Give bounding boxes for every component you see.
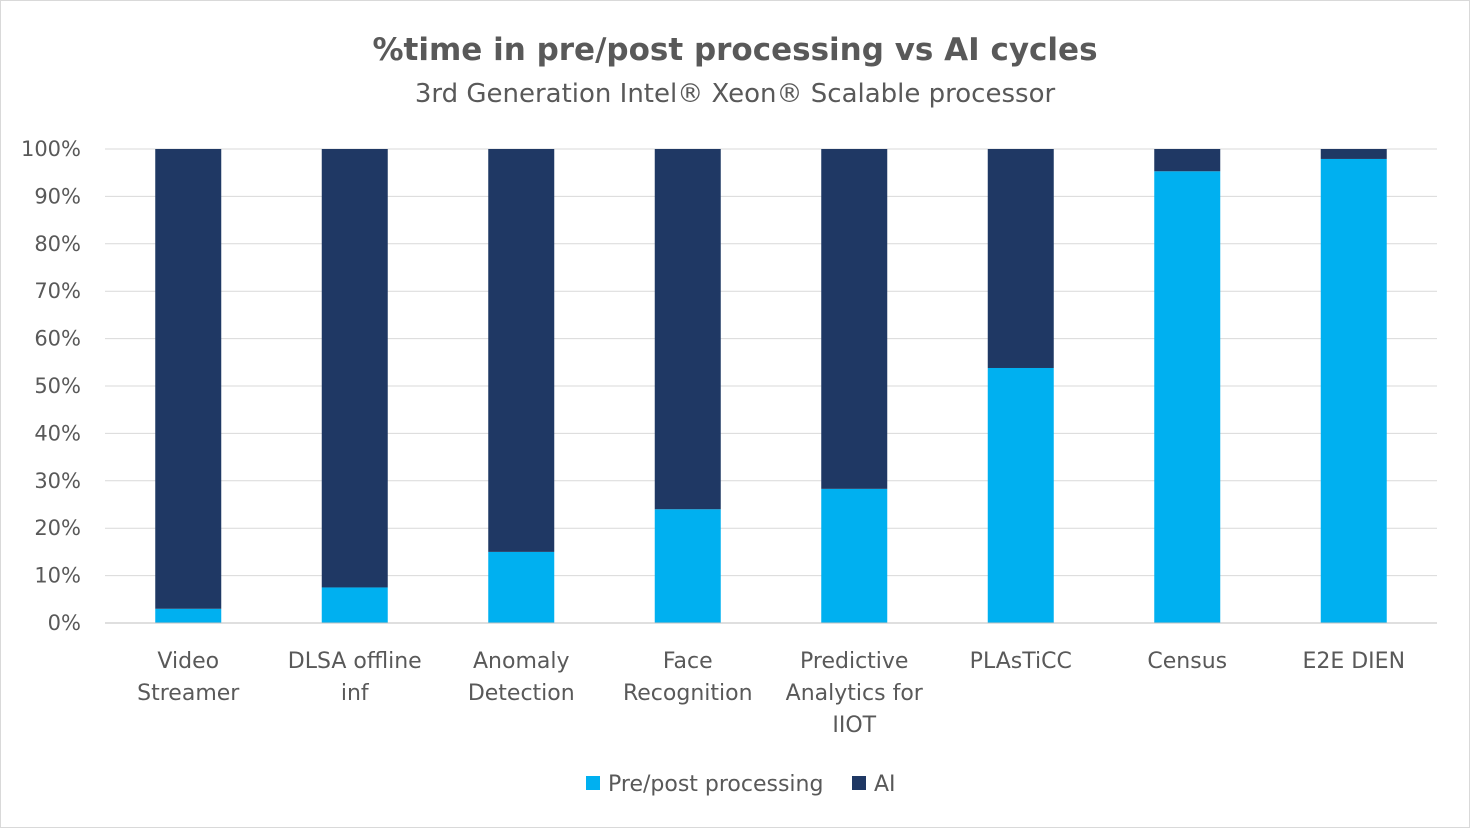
x-tick-label: Recognition	[623, 681, 753, 706]
y-tick-label: 70%	[34, 279, 81, 303]
gridlines	[105, 148, 1437, 624]
legend-swatch	[586, 776, 600, 790]
y-tick-label: 10%	[34, 564, 81, 588]
x-tick-label: DLSA offline	[288, 649, 422, 674]
legend-label: AI	[874, 772, 896, 797]
y-tick-label: 100%	[21, 137, 81, 161]
x-tick-label: Anomaly	[473, 649, 570, 674]
x-tick-label: inf	[341, 681, 370, 706]
x-tick-label: Face	[663, 649, 713, 674]
x-tick-label: Detection	[468, 681, 575, 706]
y-tick-label: 30%	[34, 469, 81, 493]
bar-segment	[987, 367, 1054, 623]
bar-segment	[488, 149, 555, 552]
bar-segment	[821, 488, 888, 623]
bar-segment	[821, 149, 888, 489]
bars	[155, 149, 1387, 624]
x-axis: Video Streamer DLSA offline inf Anomaly Detec…	[105, 622, 1437, 738]
chart-subtitle: 3rd Generation Intel® Xeon® Scalable pro…	[415, 79, 1056, 109]
bar-segment	[155, 149, 222, 609]
legend-swatch	[852, 776, 866, 790]
x-tick-label: Video	[157, 649, 219, 674]
x-tick-label: Predictive	[800, 649, 908, 674]
y-tick-label: 60%	[34, 327, 81, 351]
bar-segment	[321, 149, 388, 588]
bar-segment	[654, 149, 721, 510]
y-tick-label: 80%	[34, 232, 81, 256]
bar-segment	[1320, 158, 1387, 624]
x-tick-label: PLAsTiCC	[970, 649, 1072, 674]
y-tick-label: 50%	[34, 374, 81, 398]
x-tick-label: Analytics for	[786, 681, 924, 706]
legend-label: Pre/post processing	[608, 772, 823, 797]
bar-segment	[155, 608, 222, 623]
legend: Pre/post processing AI	[586, 772, 896, 797]
y-tick-label: 90%	[34, 184, 81, 208]
x-tick-label: Census	[1147, 649, 1227, 674]
x-tick-label: E2E DIEN	[1302, 649, 1405, 674]
y-axis: 0% 10% 20% 30% 40% 50% 60% 70% 80% 90% 100%	[21, 137, 81, 635]
bar-segment	[654, 509, 721, 623]
bar-segment	[488, 551, 555, 623]
x-tick-label: Streamer	[137, 681, 240, 706]
y-tick-label: 40%	[34, 421, 81, 445]
x-tick-label: IIOT	[832, 713, 876, 738]
bar-segment	[987, 149, 1054, 368]
chart-title: %time in pre/post processing vs AI cycle…	[372, 32, 1097, 68]
y-tick-label: 0%	[48, 611, 81, 635]
bar-segment	[1320, 149, 1387, 159]
bar-segment	[1154, 171, 1221, 623]
bar-segment	[321, 587, 388, 623]
y-tick-label: 20%	[34, 516, 81, 540]
bar-segment	[1154, 149, 1221, 172]
